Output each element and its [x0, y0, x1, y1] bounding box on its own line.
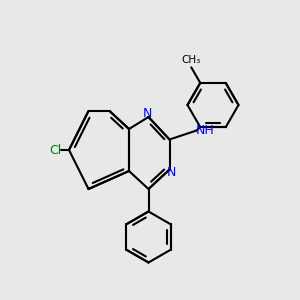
Text: Cl: Cl: [50, 143, 61, 157]
Text: CH₃: CH₃: [182, 55, 201, 65]
Text: N: N: [142, 107, 152, 120]
Text: N: N: [166, 166, 176, 179]
Text: NH: NH: [196, 124, 214, 137]
